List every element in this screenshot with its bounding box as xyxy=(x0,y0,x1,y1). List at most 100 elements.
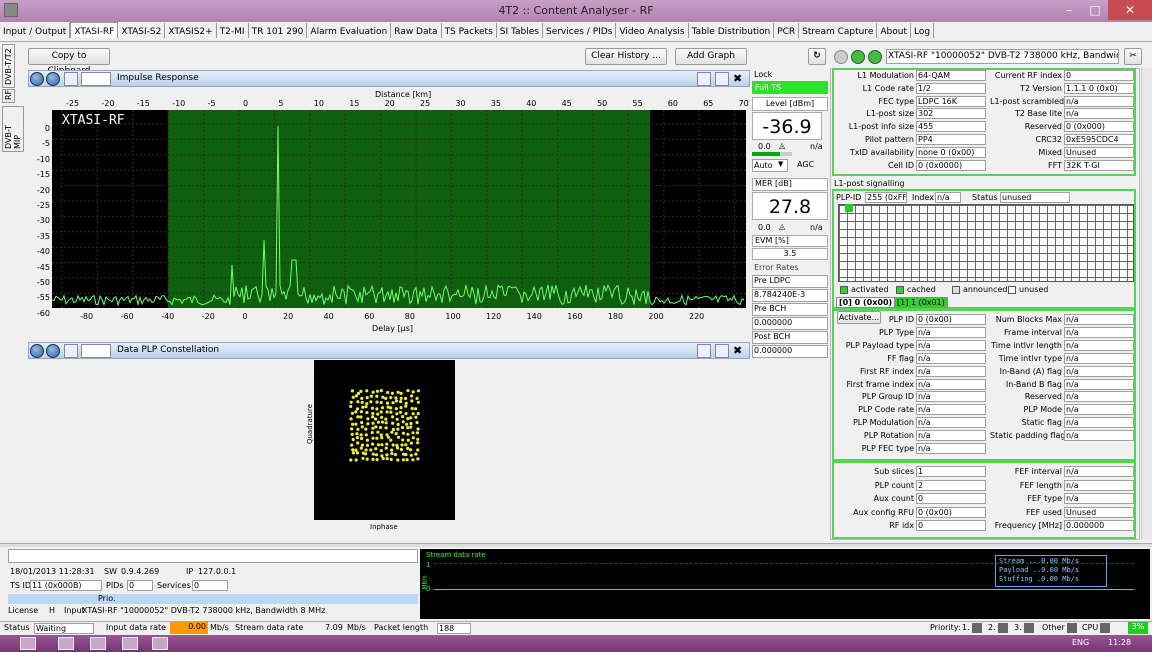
field-value: 0 (0x0000) xyxy=(916,159,986,171)
plp-tab-0[interactable]: [0] 0 (0x00) xyxy=(836,297,896,308)
legend-stuffing-val: 0.00 Mb/s xyxy=(1041,575,1080,583)
plp-grid[interactable] xyxy=(838,204,1134,282)
level-label: Level [dBm] xyxy=(752,97,828,111)
field-label: PLP Payload type xyxy=(845,340,914,350)
field-value: LDPC 16K xyxy=(916,95,986,107)
tab-video-analysis[interactable]: Video Analysis xyxy=(616,23,689,38)
delay-tick: -20 xyxy=(201,312,215,321)
clear-history-button[interactable]: Clear History ... xyxy=(585,48,667,65)
field-label: Static flag xyxy=(1021,418,1062,428)
field-value: 1 xyxy=(916,466,986,477)
dropdown-icon[interactable]: ▼ xyxy=(778,160,784,168)
taskbar-app-icon-1[interactable] xyxy=(58,637,74,650)
tab-xtasis2-[interactable]: XTASIS2+ xyxy=(165,23,217,38)
tab-ts-packets[interactable]: TS Packets xyxy=(442,23,497,38)
refresh-icon[interactable]: ↻ xyxy=(808,48,826,65)
distance-axis-label: Distance [km] xyxy=(375,90,432,99)
tab-alarm-evaluation[interactable]: Alarm Evaluation xyxy=(307,23,392,38)
copy-icon[interactable] xyxy=(697,72,711,86)
stream-rate-value: 7.09 xyxy=(325,623,343,632)
tools-panel-icon[interactable] xyxy=(715,72,729,86)
amplitude-tick: -5 xyxy=(42,139,50,149)
tab-log[interactable]: Log xyxy=(911,23,935,38)
line-style-icon[interactable] xyxy=(81,72,111,86)
field-label: First frame index xyxy=(846,379,914,389)
field-label: FEF used xyxy=(1025,507,1062,517)
constellation-panel-header: Data PLP Constellation ✖ xyxy=(28,342,750,359)
field-value: 1/2 xyxy=(916,82,986,94)
play-icon[interactable] xyxy=(30,72,44,86)
amplitude-tick: -40 xyxy=(36,247,50,257)
field-value: n/a xyxy=(1064,391,1134,403)
tools-icon[interactable]: ✂ xyxy=(1124,48,1142,65)
pause-icon[interactable] xyxy=(46,72,60,86)
field-value: n/a xyxy=(916,417,986,429)
field-label: FEF type xyxy=(1027,494,1062,504)
tab-stream-capture[interactable]: Stream Capture xyxy=(799,23,878,38)
field-value: 2 xyxy=(916,479,986,491)
stream-selector[interactable]: XTASI-RF "10000052" DVB-T2 738000 kHz, B… xyxy=(886,49,1119,64)
index-value: n/a xyxy=(935,192,961,203)
close-button[interactable]: ✕ xyxy=(1108,0,1152,20)
plp-tab-1[interactable]: [1] 1 (0x01) xyxy=(894,297,948,308)
tab-input-output[interactable]: Input / Output xyxy=(0,23,71,38)
right-scrollbar[interactable] xyxy=(1141,68,1152,540)
copy-icon-2[interactable] xyxy=(697,344,711,358)
splitter[interactable] xyxy=(0,543,1152,547)
rate-y1: 1 xyxy=(426,561,431,569)
vtab-dvb-t-mip[interactable]: DVB-T MIP xyxy=(2,106,24,152)
start-icon[interactable] xyxy=(20,637,36,650)
delay-tick: 140 xyxy=(526,312,542,321)
legend-label: unused xyxy=(1019,285,1049,294)
add-graph-button[interactable]: Add Graph xyxy=(675,48,747,65)
language-indicator[interactable]: ENG xyxy=(1072,638,1090,647)
index-label: Index xyxy=(912,193,935,202)
settings-icon-2[interactable] xyxy=(64,344,78,358)
distance-tick: 70 xyxy=(738,99,749,108)
play-icon-2[interactable] xyxy=(30,344,44,358)
delta-icon-2[interactable]: ◬ xyxy=(779,222,786,231)
settings-icon[interactable] xyxy=(64,72,78,86)
vtab-rf[interactable]: RF xyxy=(2,89,15,103)
tools-panel-icon-2[interactable] xyxy=(715,344,729,358)
tab-services-pids[interactable]: Services / PIDs xyxy=(543,23,617,38)
taskbar-app-icon-3[interactable] xyxy=(122,637,138,650)
vtab-dvb-t-t2[interactable]: DVB-T/T2 xyxy=(2,44,15,88)
other-box xyxy=(1067,623,1077,633)
tab-t2-mi[interactable]: T2-MI xyxy=(217,23,249,38)
taskbar-app-icon-2[interactable] xyxy=(90,637,106,650)
tab-about[interactable]: About xyxy=(877,23,911,38)
maximize-button[interactable]: □ xyxy=(1089,3,1101,17)
clock[interactable]: 11:28 xyxy=(1108,638,1132,647)
rate-grid-1 xyxy=(434,563,1134,564)
tab-xtasi-s2[interactable]: XTASI-S2 xyxy=(118,23,166,38)
packet-length-label: Packet length xyxy=(374,623,429,632)
field-label: L1 Code rate xyxy=(862,83,914,93)
tab-xtasi-rf[interactable]: XTASI-RF xyxy=(70,22,119,38)
line-style-icon-2[interactable] xyxy=(81,344,111,358)
message-field[interactable] xyxy=(8,549,418,563)
copy-to-clipboard-button[interactable]: Copy to Clipboard xyxy=(28,48,110,76)
rate-ylabel: Mb/s xyxy=(421,575,429,590)
tab-pcr[interactable]: PCR xyxy=(774,23,800,38)
field-label: L1-post scrambled xyxy=(990,96,1065,106)
field-value: n/a xyxy=(1064,493,1134,505)
plp-cell-activated[interactable] xyxy=(845,204,853,212)
constellation-plot xyxy=(314,360,455,520)
agc-mode-select[interactable]: Auto xyxy=(752,159,788,172)
tab-raw-data[interactable]: Raw Data xyxy=(391,23,442,38)
tab-table-distribution[interactable]: Table Distribution xyxy=(689,23,775,38)
tab-tr-101-290[interactable]: TR 101 290 xyxy=(249,23,308,38)
pause-icon-2[interactable] xyxy=(46,344,60,358)
close-panel-icon[interactable]: ✖ xyxy=(733,72,743,85)
minimize-button[interactable]: – xyxy=(1066,3,1072,17)
tab-si-tables[interactable]: SI Tables xyxy=(497,23,543,38)
legend-label: cached xyxy=(907,285,936,294)
activate-button[interactable]: Activate... xyxy=(837,311,881,324)
legend-swatch xyxy=(896,286,904,294)
field-value: 0xE595CDC4 xyxy=(1064,134,1134,145)
delta-icon[interactable]: ◬ xyxy=(779,141,786,150)
close-panel-icon-2[interactable]: ✖ xyxy=(733,344,743,357)
taskbar-app-icon-4[interactable] xyxy=(152,637,168,650)
field-value: n/a xyxy=(1064,430,1134,442)
